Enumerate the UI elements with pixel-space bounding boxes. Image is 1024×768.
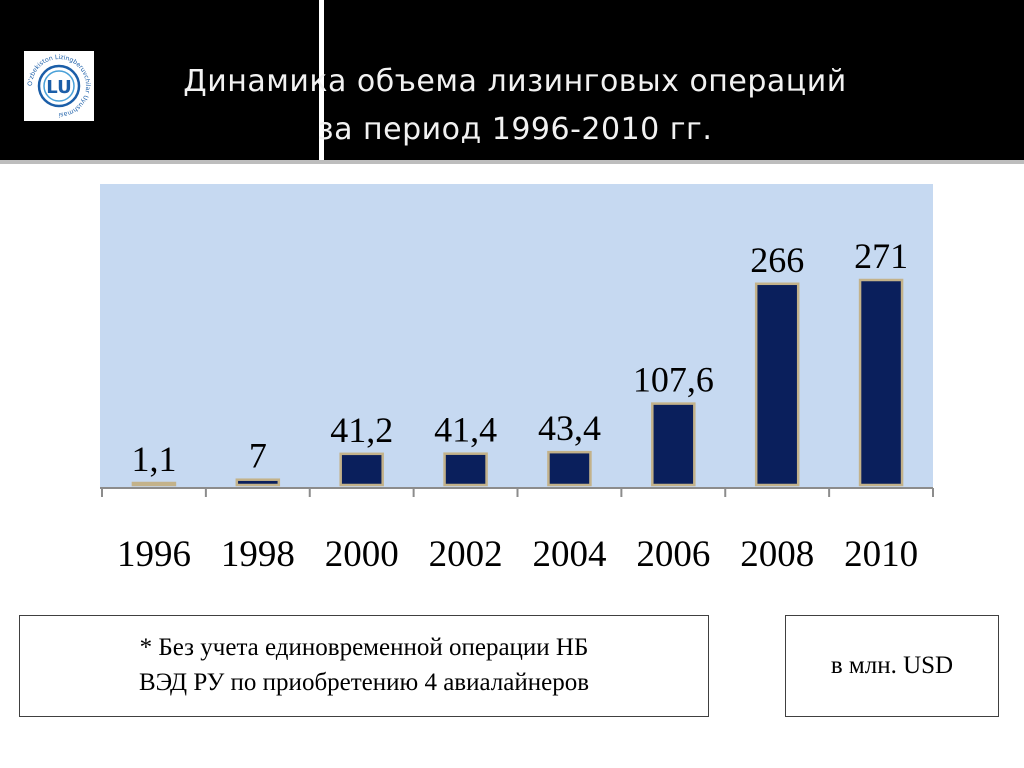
bar-2010 bbox=[858, 278, 904, 487]
bar-1996 bbox=[131, 481, 177, 487]
bar-2008 bbox=[754, 282, 800, 487]
category-label-1998: 1998 bbox=[221, 534, 295, 575]
category-label-2004: 2004 bbox=[532, 534, 606, 575]
unit-label: в млн. USD bbox=[830, 652, 954, 679]
category-label-2010: 2010 bbox=[844, 534, 918, 575]
data-label-2000: 41,2 bbox=[330, 410, 393, 450]
footnote-box: * Без учета единовременной операции НБ В… bbox=[19, 615, 709, 717]
category-label-2002: 2002 bbox=[429, 534, 503, 575]
bar-1998 bbox=[235, 478, 281, 487]
header-bar bbox=[0, 0, 1024, 160]
category-label-2000: 2000 bbox=[325, 534, 399, 575]
logo-mark: LU bbox=[46, 77, 71, 98]
header-rule bbox=[0, 160, 1024, 164]
category-label-1996: 1996 bbox=[117, 534, 191, 575]
data-label-2010: 271 bbox=[854, 236, 908, 276]
page-title: Динамика объема лизинговых операций за п… bbox=[100, 58, 930, 154]
category-label-2006: 2006 bbox=[636, 534, 710, 575]
data-label-2004: 43,4 bbox=[538, 408, 601, 448]
logo: LU O'zbekiston Lizingberuvchilar Uyushma… bbox=[24, 51, 94, 121]
bar-2006 bbox=[651, 402, 696, 487]
unit-label-box: в млн. USD bbox=[785, 615, 999, 717]
title-line-1: Динамика объема лизинговых операций bbox=[183, 64, 847, 99]
bar-2000 bbox=[339, 452, 384, 487]
data-label-2008: 266 bbox=[750, 240, 804, 280]
footnote-line-1: * Без учета единовременной операции НБ bbox=[139, 634, 589, 661]
data-label-1998: 7 bbox=[249, 436, 267, 476]
data-label-2006: 107,6 bbox=[633, 360, 714, 400]
title-line-2: за период 1996-2010 гг. bbox=[317, 112, 713, 147]
data-label-1996: 1,1 bbox=[131, 439, 176, 479]
plot-area bbox=[100, 184, 933, 488]
bar-2004 bbox=[547, 450, 592, 487]
bar-2002 bbox=[443, 452, 488, 487]
logo-icon: LU O'zbekiston Lizingberuvchilar Uyushma… bbox=[27, 54, 91, 118]
bar-chart: 1,1 7 41,2 41,4 43,4 107,6 266 271 1996 1998 2000… bbox=[100, 184, 934, 575]
category-label-2008: 2008 bbox=[740, 534, 814, 575]
header-divider bbox=[319, 0, 324, 160]
data-label-2002: 41,4 bbox=[434, 410, 497, 450]
footnote-line-2: ВЭД РУ по приобретению 4 авиалайнеров bbox=[138, 669, 590, 696]
